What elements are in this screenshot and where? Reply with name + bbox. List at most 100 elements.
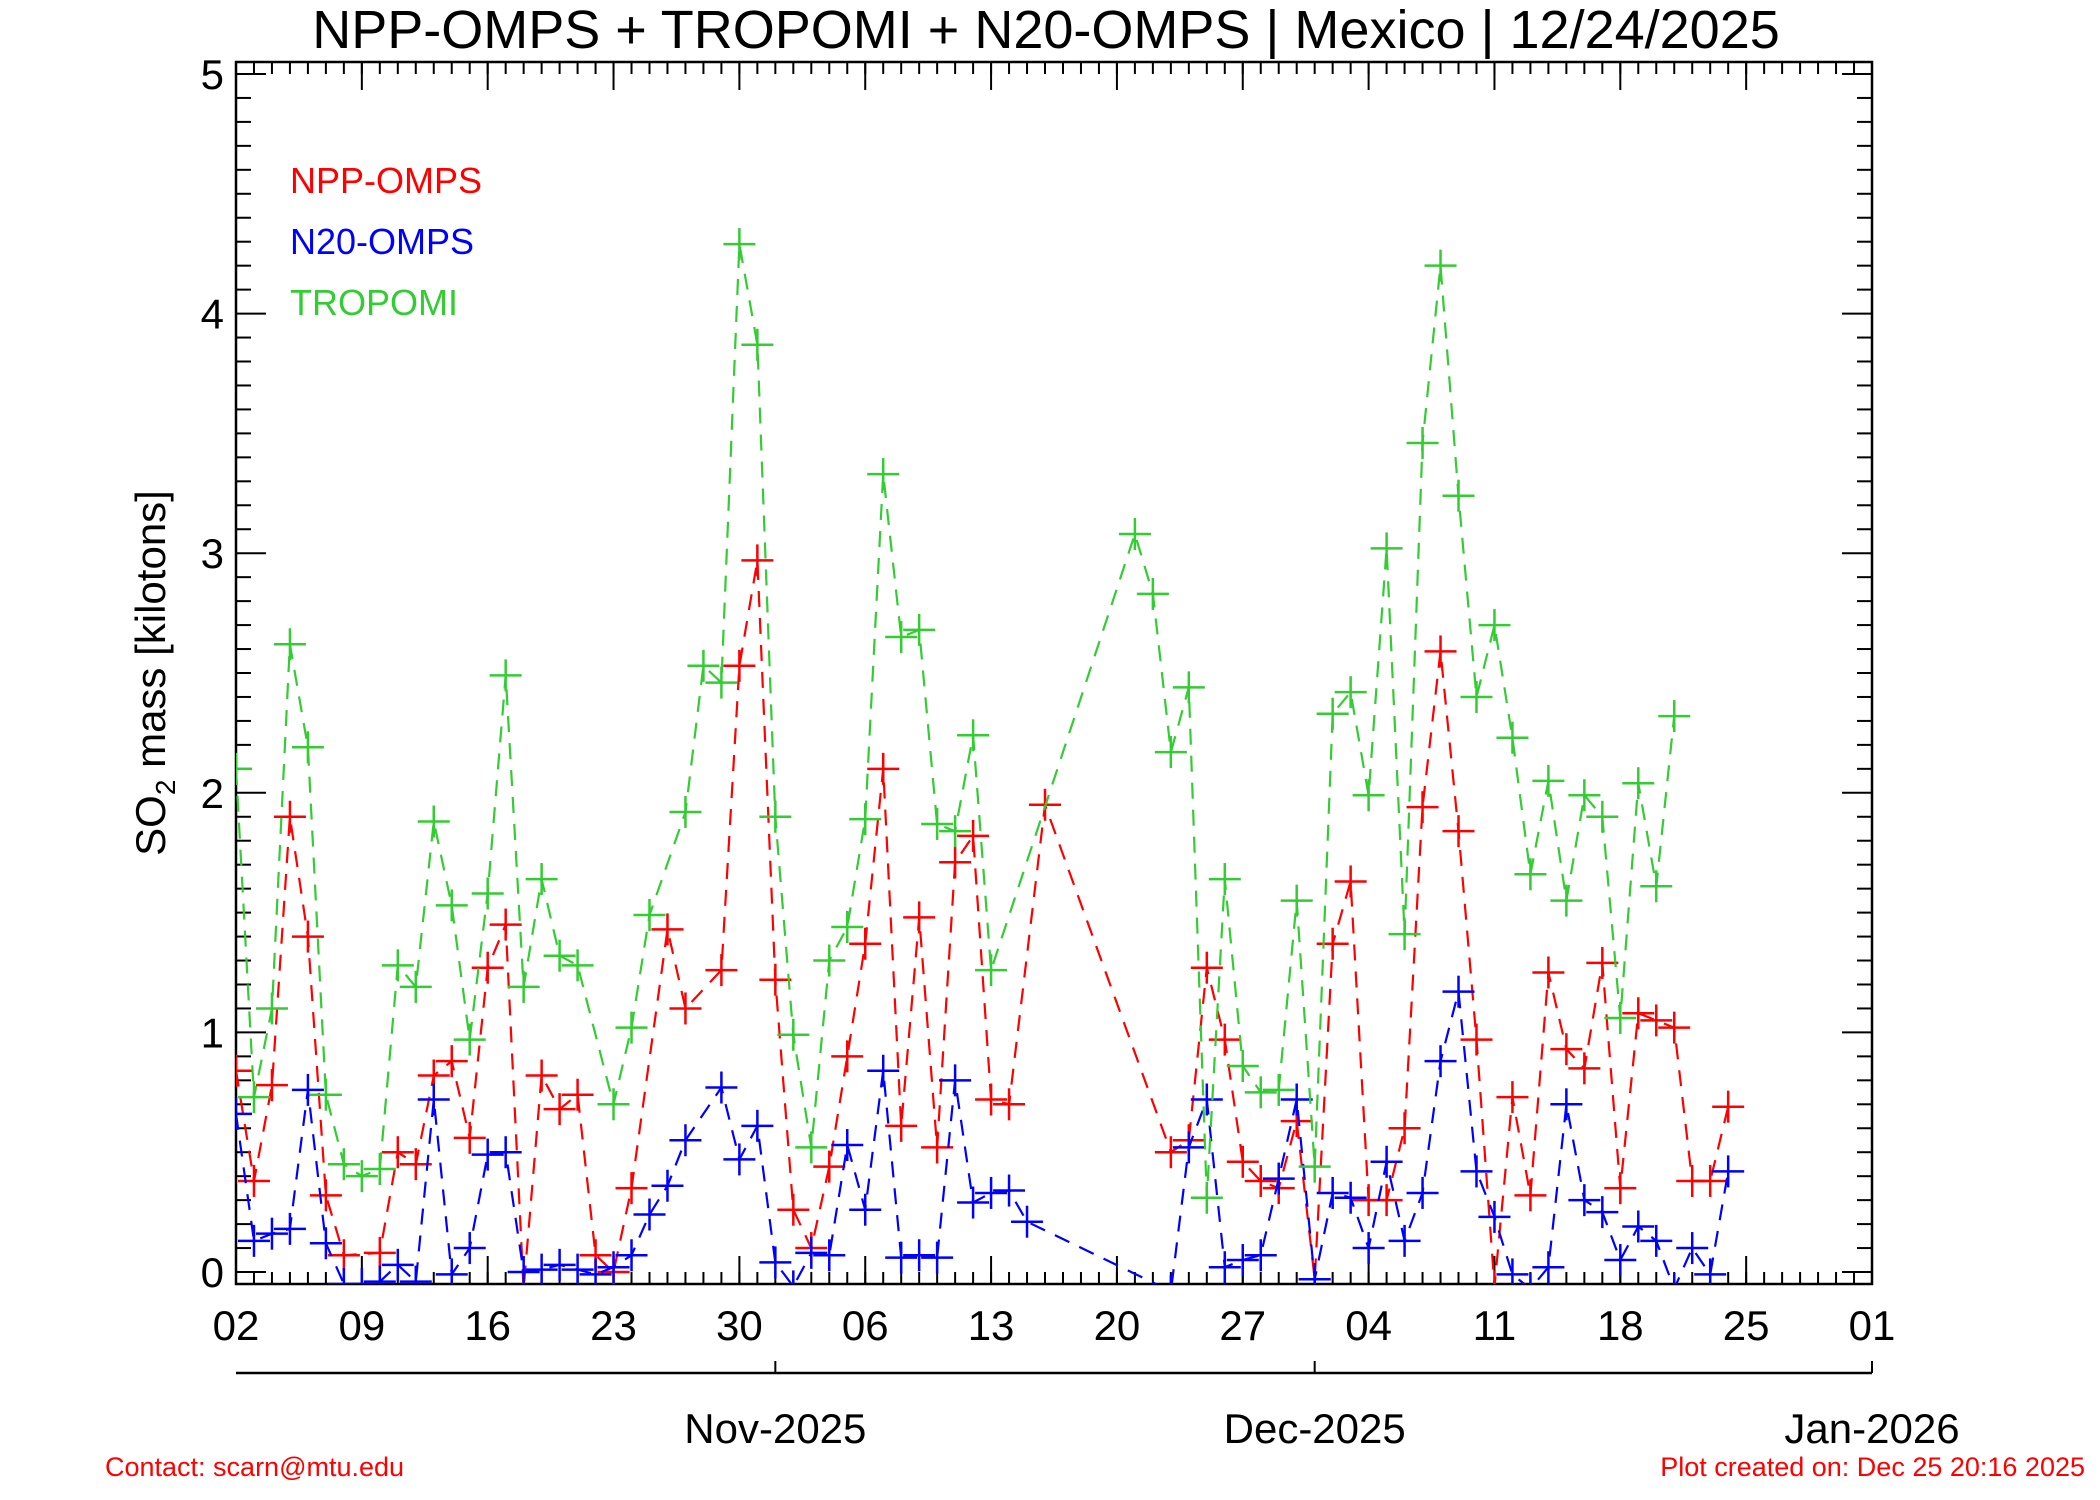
data-point-n20-omps bbox=[615, 1239, 648, 1272]
data-point-npp-omps bbox=[723, 649, 756, 682]
data-point-tropomi bbox=[363, 1152, 396, 1185]
data-point-tropomi bbox=[957, 719, 990, 752]
data-point-tropomi bbox=[1478, 609, 1511, 642]
data-point-tropomi bbox=[543, 939, 576, 972]
data-point-tropomi bbox=[489, 659, 522, 692]
y-axis-title-rest: mass [kilotons] bbox=[127, 490, 174, 779]
data-point-n20-omps bbox=[1532, 1251, 1565, 1284]
data-point-n20-omps bbox=[975, 1176, 1008, 1209]
data-point-tropomi bbox=[507, 970, 540, 1003]
data-point-n20-omps bbox=[291, 1073, 324, 1106]
data-point-tropomi bbox=[1280, 884, 1313, 917]
x-tick-label: 11 bbox=[1473, 1302, 1517, 1349]
data-point-n20-omps bbox=[1712, 1155, 1745, 1188]
data-point-npp-omps bbox=[1586, 946, 1619, 979]
data-point-npp-omps bbox=[1442, 815, 1475, 848]
data-point-n20-omps bbox=[237, 1224, 270, 1257]
data-point-npp-omps bbox=[453, 1121, 486, 1154]
data-point-npp-omps bbox=[1460, 1023, 1493, 1056]
data-point-tropomi bbox=[273, 628, 306, 661]
data-point-n20-omps bbox=[921, 1241, 954, 1274]
data-point-n20-omps bbox=[1622, 1210, 1655, 1243]
x-tick-label: 25 bbox=[1723, 1302, 1770, 1349]
data-point-n20-omps bbox=[885, 1241, 918, 1274]
data-point-n20-omps bbox=[345, 1268, 378, 1284]
data-point-npp-omps bbox=[705, 954, 738, 987]
data-point-tropomi bbox=[1244, 1076, 1277, 1109]
data-point-tropomi bbox=[975, 954, 1008, 987]
data-point-n20-omps bbox=[1280, 1083, 1313, 1116]
data-point-n20-omps bbox=[1478, 1200, 1511, 1233]
series-line-tropomi bbox=[236, 243, 1676, 1198]
data-point-n20-omps bbox=[1550, 1088, 1583, 1121]
data-point-npp-omps bbox=[273, 800, 306, 833]
data-point-n20-omps bbox=[1316, 1176, 1349, 1209]
data-point-n20-omps bbox=[1172, 1131, 1205, 1164]
data-point-tropomi bbox=[1658, 700, 1691, 733]
data-point-tropomi bbox=[1226, 1049, 1259, 1082]
data-point-tropomi bbox=[1442, 479, 1475, 512]
data-point-n20-omps bbox=[1244, 1239, 1277, 1272]
data-point-n20-omps bbox=[993, 1174, 1026, 1207]
data-point-tropomi bbox=[885, 621, 918, 654]
data-point-tropomi bbox=[1370, 532, 1403, 565]
data-point-npp-omps bbox=[237, 1164, 270, 1197]
data-point-tropomi bbox=[1460, 680, 1493, 713]
data-point-n20-omps bbox=[1672, 1272, 1676, 1284]
data-point-n20-omps bbox=[273, 1212, 306, 1245]
y-tick-label: 3 bbox=[201, 530, 224, 577]
data-point-tropomi bbox=[777, 1018, 810, 1051]
data-point-n20-omps bbox=[939, 1064, 972, 1097]
y-axis-title-main: SO bbox=[127, 795, 174, 856]
data-point-npp-omps bbox=[1514, 1179, 1547, 1212]
x-tick-label: 30 bbox=[716, 1302, 763, 1349]
data-point-n20-omps bbox=[849, 1193, 882, 1226]
data-point-tropomi bbox=[236, 752, 252, 785]
x-tick-label: 01 bbox=[1849, 1302, 1896, 1349]
data-point-npp-omps bbox=[615, 1172, 648, 1205]
data-point-npp-omps bbox=[1334, 865, 1367, 898]
chart-title: NPP-OMPS + TROPOMI + N20-OMPS | Mexico |… bbox=[312, 0, 1780, 60]
data-point-npp-omps bbox=[543, 1093, 576, 1126]
series-layer bbox=[236, 228, 1745, 1284]
data-point-npp-omps bbox=[1208, 1023, 1241, 1056]
data-point-tropomi bbox=[1172, 671, 1205, 704]
data-point-n20-omps bbox=[1190, 1083, 1223, 1116]
data-point-n20-omps bbox=[867, 1054, 900, 1087]
created-note: Plot created on: Dec 25 20:16 2025 bbox=[1660, 1452, 2085, 1482]
x-tick-label: 13 bbox=[968, 1302, 1015, 1349]
data-point-n20-omps bbox=[1529, 1272, 1532, 1284]
x-tick-label: 06 bbox=[842, 1302, 889, 1349]
data-point-npp-omps bbox=[813, 1150, 846, 1183]
data-point-tropomi bbox=[525, 863, 558, 896]
data-point-tropomi bbox=[633, 899, 666, 932]
data-point-tropomi bbox=[453, 1023, 486, 1056]
data-point-n20-omps bbox=[903, 1239, 936, 1272]
data-point-tropomi bbox=[849, 803, 882, 836]
data-point-npp-omps bbox=[561, 1078, 594, 1111]
legend-npp-omps: NPP-OMPS bbox=[290, 160, 482, 201]
data-point-n20-omps bbox=[792, 1270, 795, 1284]
data-point-tropomi bbox=[831, 910, 864, 943]
x-tick-label: 23 bbox=[590, 1302, 637, 1349]
data-point-tropomi bbox=[813, 944, 846, 977]
data-point-tropomi bbox=[1154, 736, 1187, 769]
data-point-tropomi bbox=[1262, 1073, 1295, 1106]
data-point-tropomi bbox=[309, 1078, 342, 1111]
data-point-npp-omps bbox=[525, 1059, 558, 1092]
data-point-tropomi bbox=[435, 889, 468, 922]
data-point-n20-omps bbox=[795, 1236, 828, 1269]
data-point-tropomi bbox=[1514, 858, 1547, 891]
plot-frame bbox=[234, 60, 1874, 1286]
legend: NPP-OMPS N20-OMPS TROPOMI bbox=[290, 160, 482, 323]
data-point-n20-omps bbox=[327, 1268, 360, 1284]
data-point-n20-omps bbox=[1352, 1232, 1385, 1265]
data-point-n20-omps bbox=[1370, 1145, 1403, 1178]
data-point-tropomi bbox=[1532, 764, 1565, 797]
data-point-npp-omps bbox=[1406, 791, 1439, 824]
data-point-n20-omps bbox=[1424, 1045, 1457, 1078]
data-point-tropomi bbox=[921, 807, 954, 840]
data-point-npp-omps bbox=[1370, 1184, 1403, 1217]
data-point-tropomi bbox=[1118, 518, 1151, 551]
